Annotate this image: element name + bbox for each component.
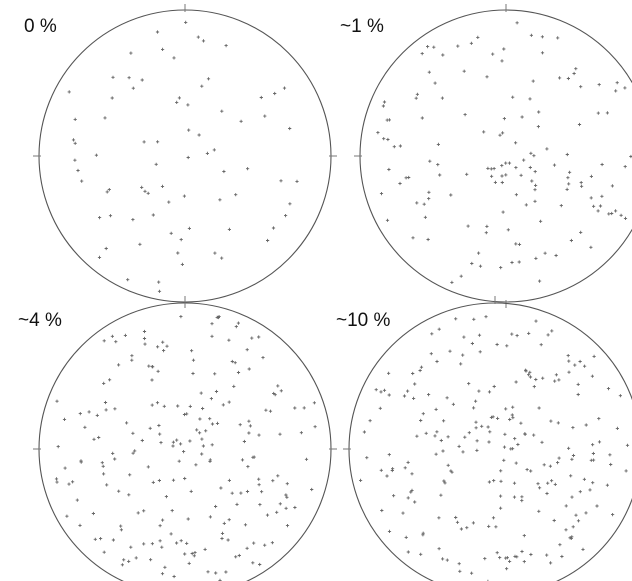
panel-1pct: ~1 % (340, 4, 632, 308)
panel-4pct: ~4 % (18, 296, 337, 581)
panel-label: ~10 % (336, 310, 391, 331)
panel-label: 0 % (24, 16, 57, 37)
panel-10pct: ~10 % (336, 296, 632, 581)
net-circle (38, 302, 332, 581)
pole-markers (376, 21, 632, 284)
pole-markers (54, 315, 317, 581)
net-circle (38, 9, 332, 303)
panel-0pct: 0 % (24, 4, 337, 308)
panel-label: ~1 % (340, 16, 384, 37)
net-circle (359, 9, 632, 303)
pole-markers (359, 315, 630, 581)
pole-points (54, 315, 317, 581)
pole-markers (67, 20, 299, 293)
pole-points (376, 21, 632, 284)
panel-label: ~4 % (18, 310, 62, 331)
pole-points (67, 20, 299, 293)
pole-points (359, 315, 630, 581)
